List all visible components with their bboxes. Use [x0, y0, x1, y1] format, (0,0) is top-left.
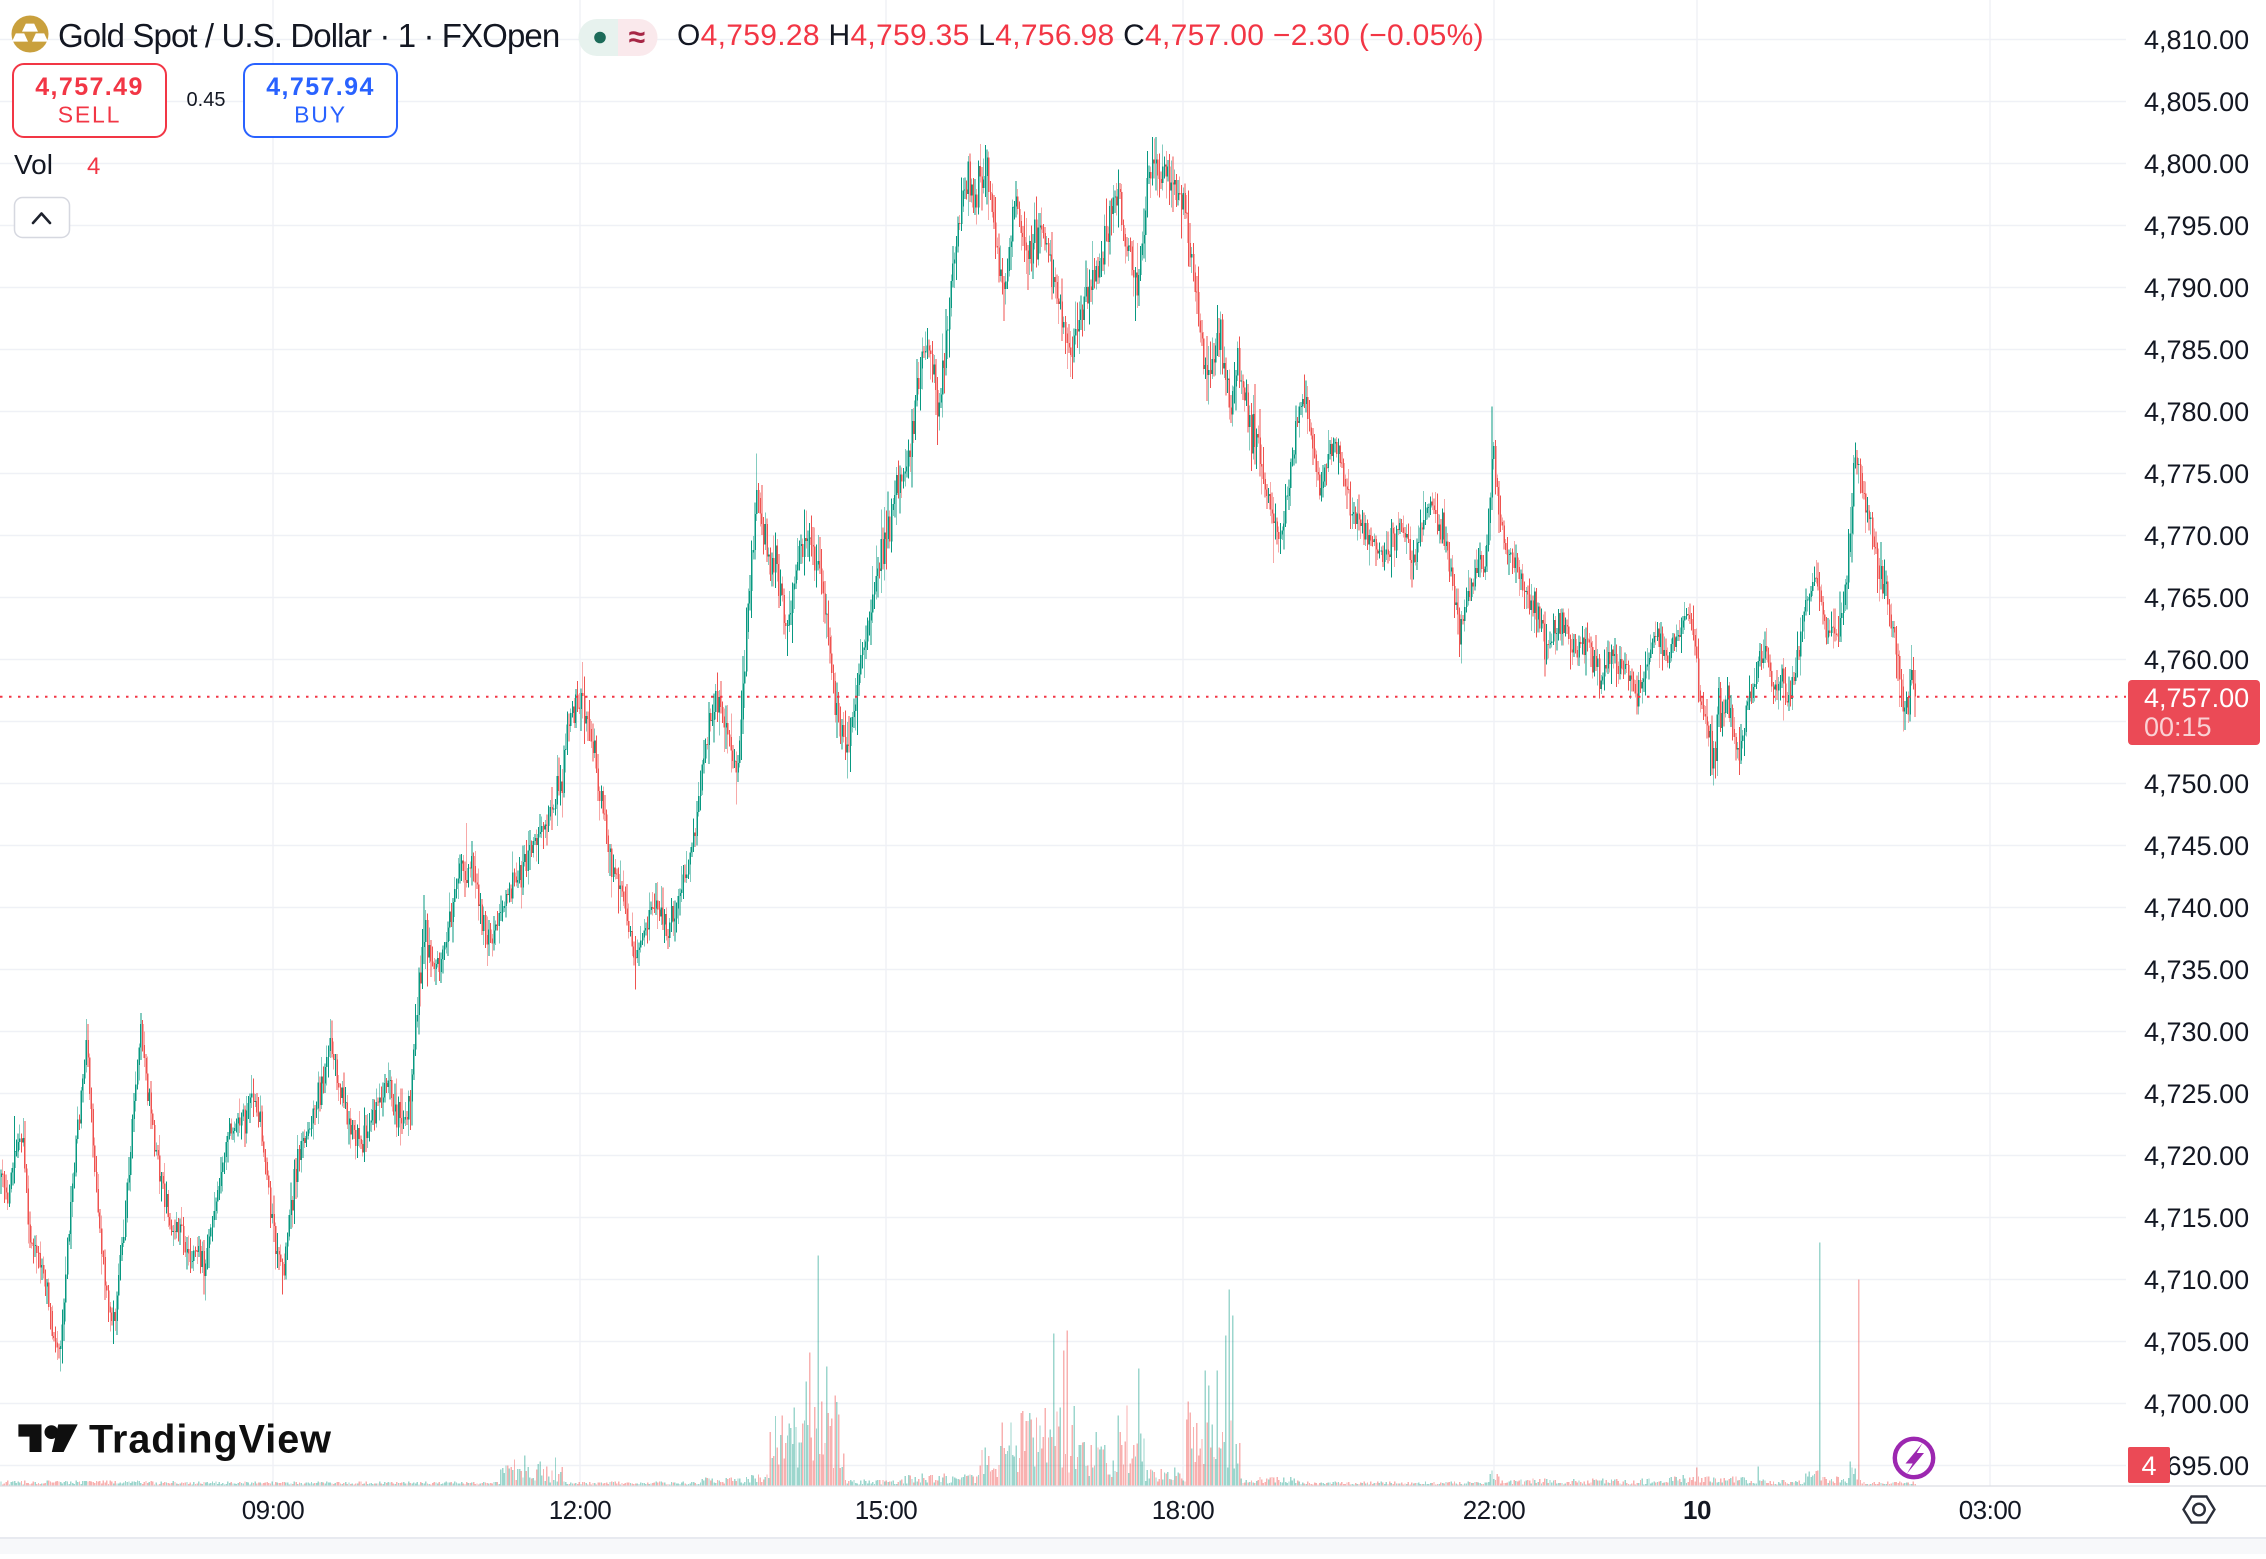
svg-text:≈: ≈ [629, 21, 645, 54]
svg-text:03:00: 03:00 [1959, 1495, 2022, 1525]
svg-text:4,770.00: 4,770.00 [2144, 521, 2249, 551]
svg-text:10: 10 [1683, 1495, 1711, 1525]
svg-text:4,800.00: 4,800.00 [2144, 149, 2249, 179]
svg-text:4,785.00: 4,785.00 [2144, 335, 2249, 365]
svg-text:4,810.00: 4,810.00 [2144, 25, 2249, 55]
svg-text:4,790.00: 4,790.00 [2144, 273, 2249, 303]
svg-text:18:00: 18:00 [1152, 1495, 1215, 1525]
svg-text:22:00: 22:00 [1463, 1495, 1526, 1525]
svg-text:TradingView: TradingView [89, 1418, 332, 1462]
svg-text:0.45: 0.45 [187, 89, 226, 111]
svg-text:4,757.49: 4,757.49 [35, 73, 144, 101]
svg-text:09:00: 09:00 [242, 1495, 305, 1525]
svg-text:4,725.00: 4,725.00 [2144, 1079, 2249, 1109]
svg-text:O4,759.28 H4,759.35 L4,756.9: O4,759.28 H4,759.35 L4,756.98 C4,757.00 … [677, 19, 1484, 52]
svg-text:4,750.00: 4,750.00 [2144, 769, 2249, 799]
svg-text:4,745.00: 4,745.00 [2144, 831, 2249, 861]
svg-text:4,757.94: 4,757.94 [266, 73, 375, 101]
svg-text:4,700.00: 4,700.00 [2144, 1389, 2249, 1419]
svg-text:4,760.00: 4,760.00 [2144, 645, 2249, 675]
svg-text:4,765.00: 4,765.00 [2144, 583, 2249, 613]
svg-text:4,805.00: 4,805.00 [2144, 87, 2249, 117]
svg-text:4: 4 [87, 153, 100, 180]
svg-text:4,775.00: 4,775.00 [2144, 459, 2249, 489]
svg-text:Gold Spot / U.S. Dollar · 1 ·: Gold Spot / U.S. Dollar · 1 · FXOpen [58, 17, 559, 54]
svg-text:4,780.00: 4,780.00 [2144, 397, 2249, 427]
svg-text:00:15: 00:15 [2144, 712, 2212, 742]
svg-text:4,720.00: 4,720.00 [2144, 1141, 2249, 1171]
svg-text:SELL: SELL [58, 102, 121, 128]
svg-text:4,730.00: 4,730.00 [2144, 1017, 2249, 1047]
svg-text:4: 4 [2141, 1451, 2156, 1481]
svg-text:4,757.00: 4,757.00 [2144, 683, 2249, 713]
svg-text:BUY: BUY [294, 102, 347, 128]
svg-text:Vol: Vol [14, 149, 53, 180]
svg-text:4,705.00: 4,705.00 [2144, 1327, 2249, 1357]
svg-text:4,740.00: 4,740.00 [2144, 893, 2249, 923]
svg-text:12:00: 12:00 [549, 1495, 612, 1525]
svg-text:4,735.00: 4,735.00 [2144, 955, 2249, 985]
svg-text:4,715.00: 4,715.00 [2144, 1203, 2249, 1233]
svg-text:4,710.00: 4,710.00 [2144, 1265, 2249, 1295]
svg-text:4,795.00: 4,795.00 [2144, 211, 2249, 241]
svg-text:15:00: 15:00 [855, 1495, 918, 1525]
